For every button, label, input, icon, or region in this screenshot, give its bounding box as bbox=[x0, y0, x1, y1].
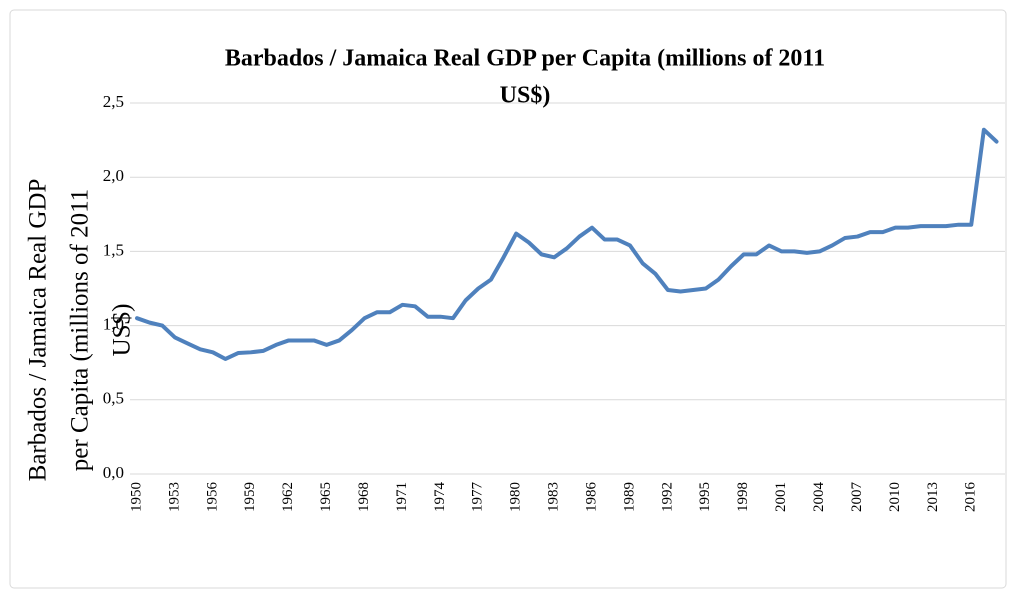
x-tick-label: 1971 bbox=[394, 482, 410, 512]
x-tick-label: 1974 bbox=[432, 482, 448, 513]
y-axis-title: US$) bbox=[109, 304, 136, 357]
x-tick-label: 1953 bbox=[166, 482, 182, 512]
y-tick-label: 2,5 bbox=[103, 92, 124, 111]
x-tick-label: 1968 bbox=[356, 482, 372, 512]
y-tick-label: 1,5 bbox=[103, 240, 124, 259]
x-tick-label: 2004 bbox=[811, 482, 827, 513]
y-tick-label: 2,0 bbox=[103, 166, 124, 185]
y-tick-label: 0,5 bbox=[103, 389, 124, 408]
x-tick-label: 1965 bbox=[318, 482, 334, 512]
chart-title: US$) bbox=[500, 83, 551, 109]
x-tick-label: 2013 bbox=[925, 482, 941, 512]
x-tick-label: 1986 bbox=[583, 482, 599, 513]
x-tick-label: 1980 bbox=[508, 482, 524, 512]
y-axis-title: per Capita (millions of 2011 bbox=[67, 189, 94, 471]
chart-title: Barbados / Jamaica Real GDP per Capita (… bbox=[225, 46, 825, 72]
y-tick-label: 1,0 bbox=[103, 315, 124, 334]
y-tick-label: 0,0 bbox=[103, 463, 124, 482]
y-axis-title: Barbados / Jamaica Real GDP bbox=[25, 179, 52, 482]
x-tick-label: 2001 bbox=[773, 482, 789, 512]
chart-border bbox=[9, 9, 1007, 589]
x-tick-label: 1959 bbox=[242, 482, 258, 512]
x-tick-label: 1956 bbox=[204, 482, 220, 513]
x-tick-label: 1989 bbox=[621, 482, 637, 512]
data-line bbox=[135, 127, 999, 361]
x-tick-label: 1983 bbox=[546, 482, 562, 512]
x-tick-label: 1998 bbox=[735, 482, 751, 512]
x-tick-label: 2010 bbox=[887, 482, 903, 512]
x-tick-label: 2016 bbox=[963, 482, 979, 513]
x-tick-label: 1977 bbox=[470, 482, 486, 513]
x-tick-label: 1995 bbox=[697, 482, 713, 512]
x-tick-label: 1950 bbox=[128, 482, 144, 512]
x-tick-label: 1962 bbox=[280, 482, 296, 512]
x-tick-label: 1992 bbox=[659, 482, 675, 512]
x-tick-label: 2007 bbox=[849, 482, 865, 513]
